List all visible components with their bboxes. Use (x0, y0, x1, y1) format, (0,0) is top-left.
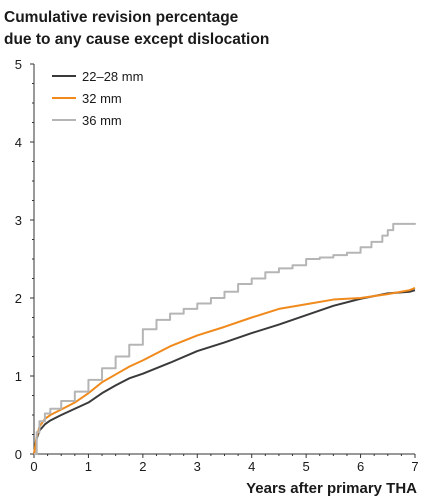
series-line-0 (33, 289, 416, 455)
series-line-1 (33, 286, 416, 455)
axes: 0 1 2 3 4 5 0 1 2 3 4 5 6 7 (15, 57, 419, 474)
x-tick-label: 0 (30, 459, 37, 474)
x-tick-label: 3 (194, 459, 201, 474)
legend: 22–28 mm 32 mm 36 mm (52, 69, 143, 128)
x-tick-label: 1 (85, 459, 92, 474)
y-tick-label: 0 (15, 447, 22, 462)
series-layer (33, 222, 416, 455)
x-tick-label: 5 (303, 459, 310, 474)
x-tick-label: 2 (139, 459, 146, 474)
legend-label-1: 32 mm (82, 91, 122, 106)
y-tick-label: 2 (15, 291, 22, 306)
x-tick-label: 4 (248, 459, 255, 474)
chart-title-line-1: Cumulative revision percentage (4, 9, 239, 26)
y-tick-label: 4 (15, 135, 22, 150)
x-tick-label: 6 (357, 459, 364, 474)
chart-title: Cumulative revision percentage due to an… (4, 9, 269, 48)
series-line-2 (34, 222, 416, 455)
y-tick-label: 5 (15, 57, 22, 72)
x-axis-label: Years after primary THA (246, 480, 417, 497)
y-tick-label: 3 (15, 213, 22, 228)
y-tick-label: 1 (15, 369, 22, 384)
legend-label-0: 22–28 mm (82, 69, 143, 84)
legend-label-2: 36 mm (82, 113, 122, 128)
x-tick-label: 7 (411, 459, 418, 474)
chart-title-line-2: due to any cause except dislocation (4, 31, 269, 48)
